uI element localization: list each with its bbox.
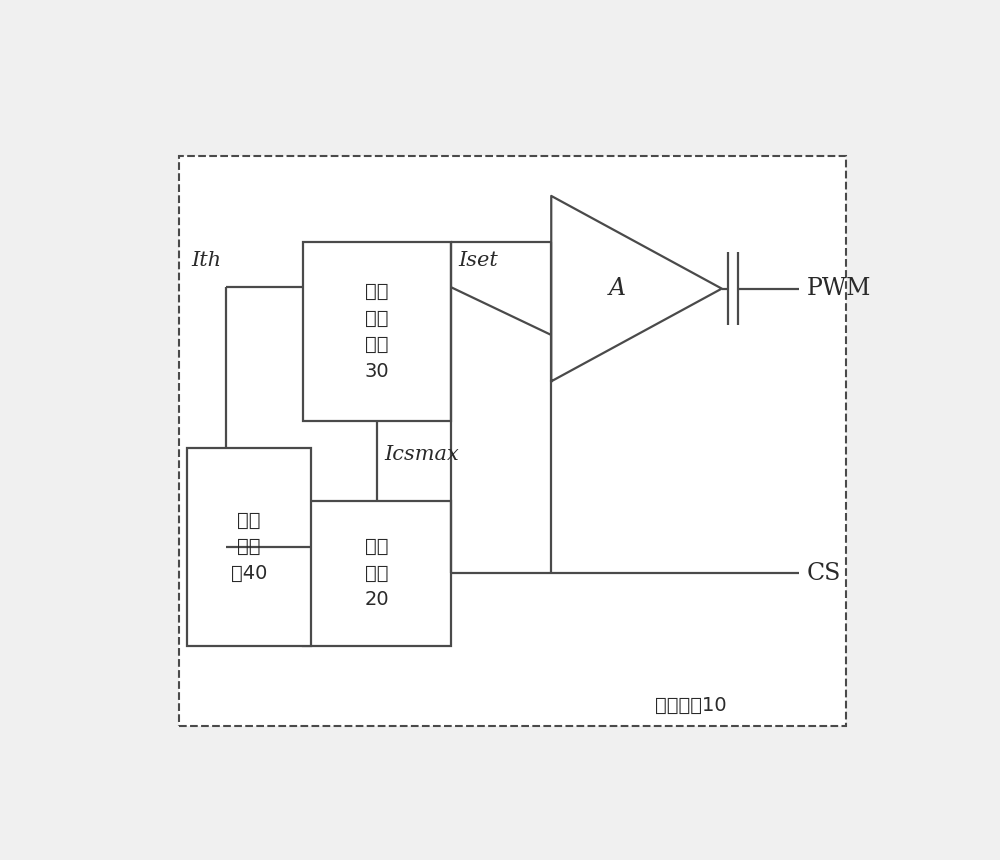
Text: PWM: PWM (807, 277, 872, 300)
Text: A: A (609, 277, 626, 300)
Bar (187, 447, 311, 646)
Text: 比较
设定
电路
30: 比较 设定 电路 30 (365, 282, 389, 381)
Bar (303, 501, 450, 646)
Text: 控制电路10: 控制电路10 (655, 697, 727, 716)
Text: Ith: Ith (191, 251, 221, 270)
Bar (179, 157, 846, 726)
Text: Iset: Iset (458, 251, 498, 270)
Text: Icsmax: Icsmax (385, 445, 459, 464)
Bar (303, 243, 450, 421)
Text: CS: CS (807, 562, 841, 585)
Text: 采样
电路
20: 采样 电路 20 (365, 538, 389, 610)
Text: 预设
值电
路40: 预设 值电 路40 (231, 511, 267, 583)
